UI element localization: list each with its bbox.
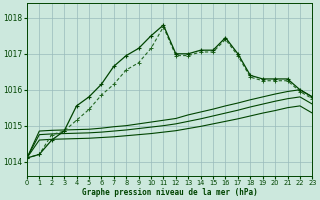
X-axis label: Graphe pression niveau de la mer (hPa): Graphe pression niveau de la mer (hPa) bbox=[82, 188, 258, 197]
